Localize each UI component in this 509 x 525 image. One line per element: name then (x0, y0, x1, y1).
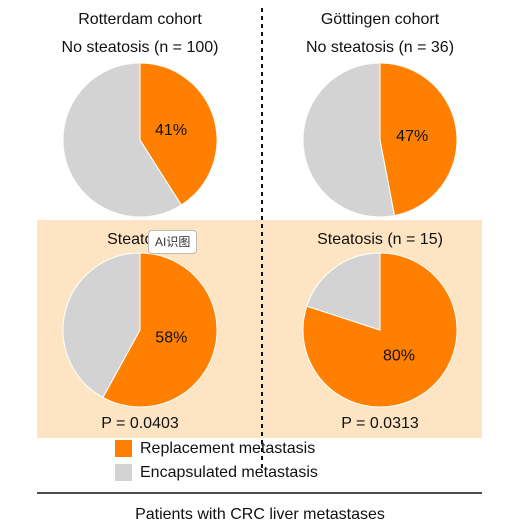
p-value: P = 0.0403 (101, 415, 179, 432)
pie-slice (306, 252, 381, 331)
pie-slice (302, 62, 396, 218)
legend-label: Replacement metastasis (140, 440, 315, 457)
cohort-title: Göttingen cohort (321, 11, 440, 28)
ai-button[interactable]: AI识图 (148, 230, 198, 254)
value-label: 80% (383, 347, 415, 364)
pie-slice (379, 62, 458, 217)
pie-slice (102, 252, 218, 408)
footer: Patients with CRC liver metastases (135, 506, 385, 523)
pie-slice (62, 62, 182, 218)
pie-title: No steatosis (n = 36) (306, 39, 454, 56)
value-label: 58% (155, 329, 187, 346)
value-label: 41% (155, 122, 187, 139)
cohort-title: Rotterdam cohort (78, 11, 202, 28)
legend-label: Encapsulated metastasis (140, 464, 318, 481)
legend-swatch (115, 440, 132, 457)
pie-slice (62, 252, 141, 399)
pie-title: Steatosis (n = 15) (317, 231, 443, 248)
pie-title: No steatosis (n = 100) (62, 39, 219, 56)
p-value: P = 0.0313 (341, 415, 419, 432)
value-label: 47% (396, 128, 428, 145)
legend-swatch (115, 464, 132, 481)
